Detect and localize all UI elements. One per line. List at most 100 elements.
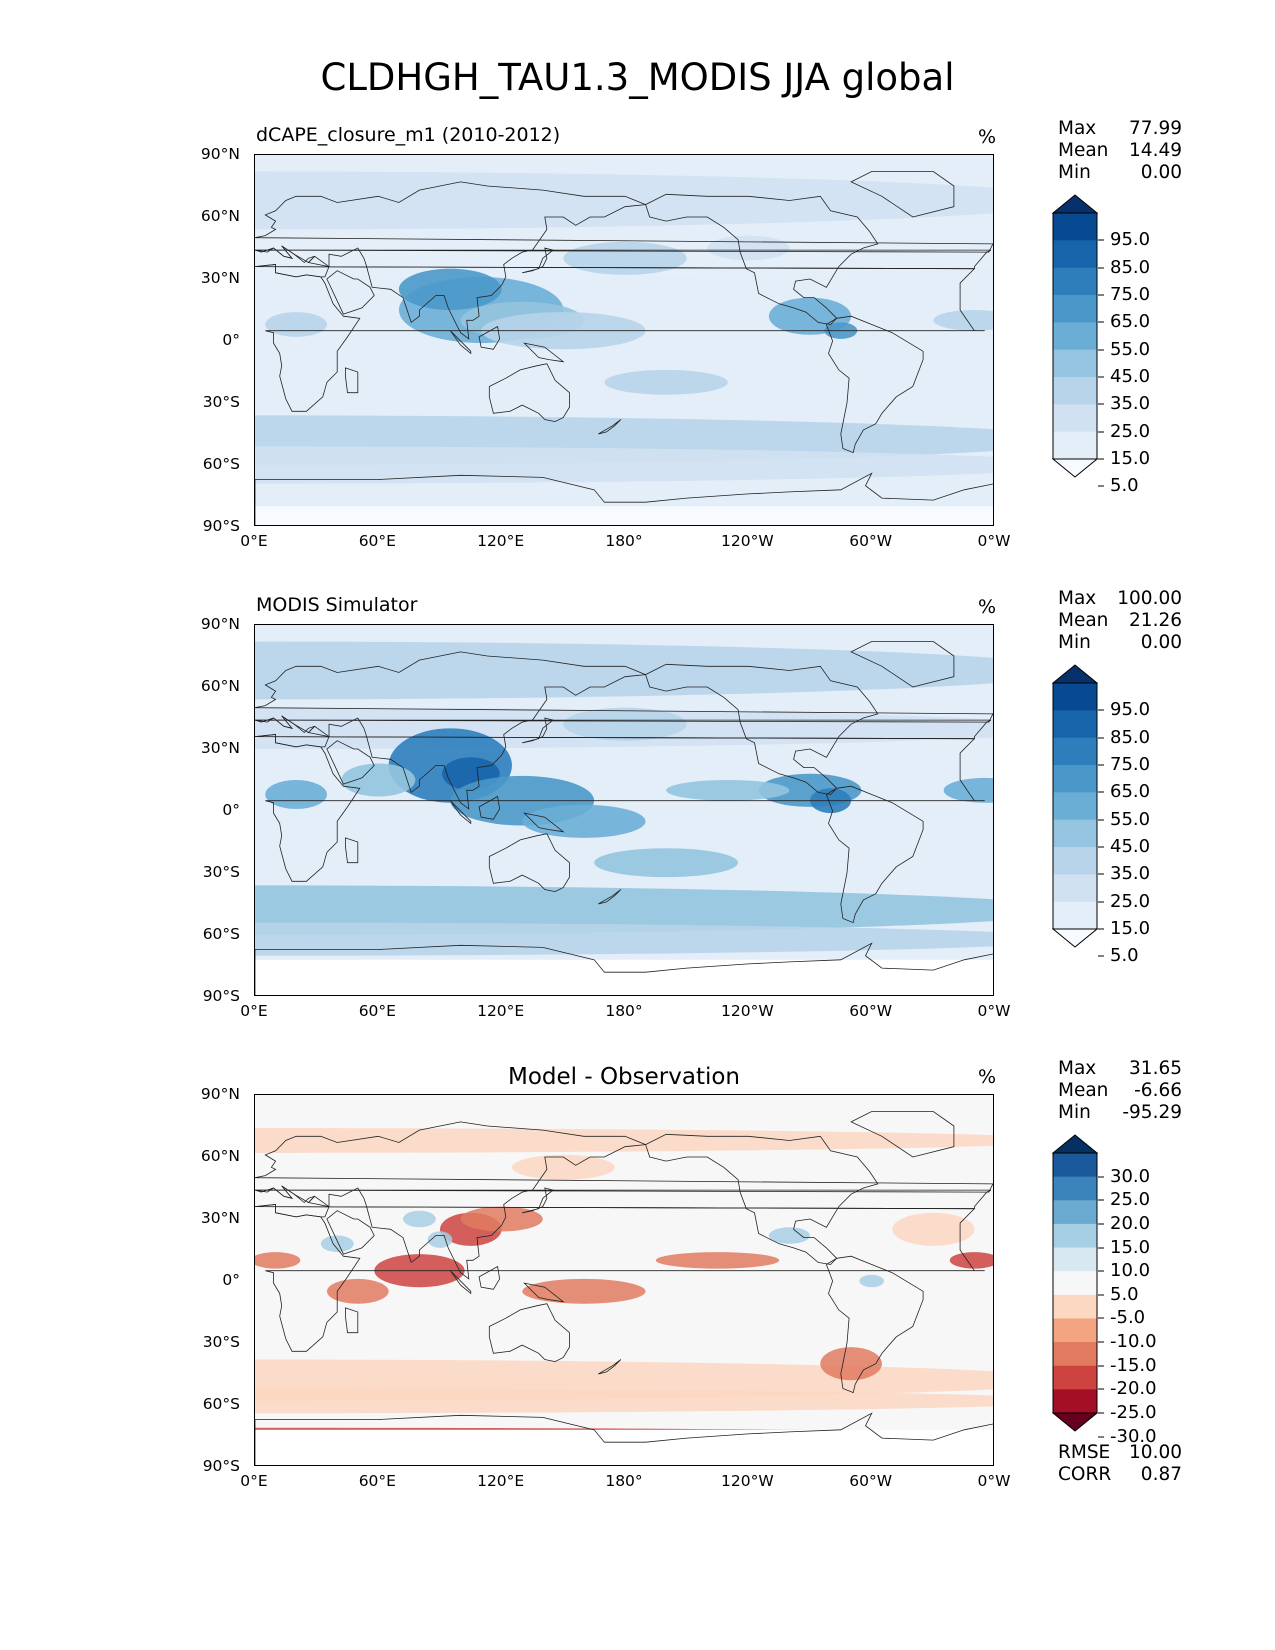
units-label: %	[978, 1066, 997, 1088]
colorbar-extend-min	[1052, 928, 1098, 948]
stat-mean: Mean 21.26	[1058, 610, 1188, 632]
stat-mean: Mean 14.49	[1058, 140, 1188, 162]
anomaly-region	[320, 1235, 354, 1253]
longitude-tick-label: 0°W	[977, 1472, 1011, 1490]
colorbar-frame	[1052, 682, 1098, 930]
longitude-tick-label: 60°W	[849, 1002, 893, 1020]
units-label: %	[978, 126, 997, 148]
anomaly-region	[768, 1227, 810, 1244]
coastline	[255, 472, 993, 525]
stat-label: Max	[1058, 588, 1097, 609]
colorbar-tick-label: 95.0	[1110, 229, 1151, 251]
longitude-tick-label: 180°	[605, 1472, 643, 1490]
stat-max: Max 31.65	[1058, 1058, 1188, 1080]
latitude-tick-label: 0°	[222, 1271, 240, 1289]
latitude-tick-label: 30°S	[202, 863, 240, 881]
colorbar-tick-label: 35.0	[1110, 863, 1151, 885]
latitude-tick-label: 60°S	[202, 455, 240, 473]
colorbar-tick	[1098, 485, 1104, 487]
colorbar-tick	[1098, 1365, 1104, 1367]
coastline	[523, 342, 565, 363]
colorbar-segment	[1053, 710, 1097, 739]
colorbar-tick	[1098, 1176, 1104, 1178]
colorbar-tick-label: 55.0	[1110, 808, 1151, 830]
anomaly-region	[655, 1252, 780, 1269]
coastline	[326, 740, 375, 785]
map-frame	[254, 624, 994, 996]
colorbar-tick	[1098, 458, 1104, 460]
coastline	[255, 264, 985, 412]
coastline	[345, 1307, 359, 1334]
colorbar-frame	[1052, 212, 1098, 460]
colorbar-segment	[1053, 737, 1097, 766]
colorbar-tick	[1098, 1388, 1104, 1390]
colorbar-tick	[1098, 873, 1104, 875]
longitude-tick-label: 60°E	[358, 1002, 396, 1020]
colorbar-tick-label: 25.0	[1110, 1189, 1151, 1211]
colorbar-tick-label: 5.0	[1110, 475, 1139, 497]
colorbar-segment	[1053, 1271, 1097, 1296]
colorbar-tick	[1098, 376, 1104, 378]
stat-rmse: RMSE 10.00	[1058, 1442, 1188, 1464]
anomaly-region	[859, 1274, 885, 1288]
anomaly-region	[511, 1154, 615, 1180]
stat-value: 100.00	[1117, 588, 1182, 609]
colorbar-segment	[1053, 240, 1097, 269]
anomaly-region	[255, 1252, 301, 1269]
map-frame	[254, 1094, 994, 1466]
longitude-tick-label: 120°W	[720, 1002, 774, 1020]
colorbar-tick	[1098, 846, 1104, 848]
anomaly-region	[522, 1278, 646, 1304]
coastline	[478, 1265, 501, 1290]
stat-min: Min 0.00	[1058, 632, 1188, 654]
colorbar-tick	[1098, 1199, 1104, 1201]
colorbar-tick	[1098, 764, 1104, 766]
longitude-tick-label: 0°E	[240, 532, 268, 550]
longitude-tick-label: 60°E	[358, 1472, 396, 1490]
coastline	[255, 1121, 993, 1280]
colorbar-segment	[1053, 901, 1097, 930]
coastlines	[255, 1111, 993, 1465]
coastline	[255, 1204, 985, 1352]
coastlines	[255, 171, 993, 525]
longitude-tick-label: 120°E	[477, 1002, 525, 1020]
colorbar-tick-label: 55.0	[1110, 338, 1151, 360]
colorbar-tick	[1098, 928, 1104, 930]
latitude-tick-label: 30°N	[200, 1209, 240, 1227]
stat-value: 0.87	[1140, 1464, 1182, 1485]
anomaly-region	[255, 1388, 993, 1414]
map-panel-test: dCAPE_closure_m1 (2010-2012)% Max 77.99 Mea…	[0, 0, 1275, 550]
cloud-fraction-region	[563, 707, 687, 741]
map-frame	[254, 154, 994, 526]
longitude-tick-label: 0°E	[240, 1002, 268, 1020]
missing-data-mask	[255, 1429, 993, 1465]
colorbar-tick	[1098, 1317, 1104, 1319]
colorbar-tick	[1098, 1341, 1104, 1343]
coastline	[255, 942, 993, 995]
cloud-fraction-region	[341, 763, 416, 797]
coastline	[488, 1303, 570, 1363]
coastline	[645, 1133, 879, 1265]
coastline	[598, 1359, 622, 1375]
longitude-tick-label: 120°W	[720, 532, 774, 550]
coastline	[598, 889, 622, 905]
coastline	[522, 247, 554, 274]
stat-value: -6.66	[1134, 1080, 1182, 1101]
stat-min: Min 0.00	[1058, 162, 1188, 184]
coastline	[825, 785, 924, 924]
colorbar-tick-label: 65.0	[1110, 781, 1151, 803]
cloud-fraction-region	[255, 885, 993, 935]
longitude-tick-label: 120°E	[477, 532, 525, 550]
colorbar	[1052, 1134, 1098, 1432]
stat-value: 0.00	[1140, 162, 1182, 183]
cloud-fraction-region	[594, 848, 739, 878]
colorbar-tick-label: -10.0	[1110, 1331, 1157, 1353]
cloud-fraction-region	[604, 369, 728, 395]
longitude-tick-label: 180°	[605, 1002, 643, 1020]
colorbar-segment	[1053, 1176, 1097, 1201]
coastline	[255, 651, 993, 810]
latitude-tick-label: 0°	[222, 331, 240, 349]
colorbar-segment	[1053, 431, 1097, 460]
colorbar-tick	[1098, 403, 1104, 405]
units-label: %	[978, 596, 997, 618]
